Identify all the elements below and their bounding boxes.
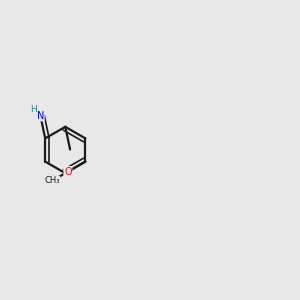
Text: H: H <box>31 105 37 114</box>
Text: CH₃: CH₃ <box>44 176 60 185</box>
Text: O: O <box>64 167 72 177</box>
Text: N: N <box>37 111 44 121</box>
